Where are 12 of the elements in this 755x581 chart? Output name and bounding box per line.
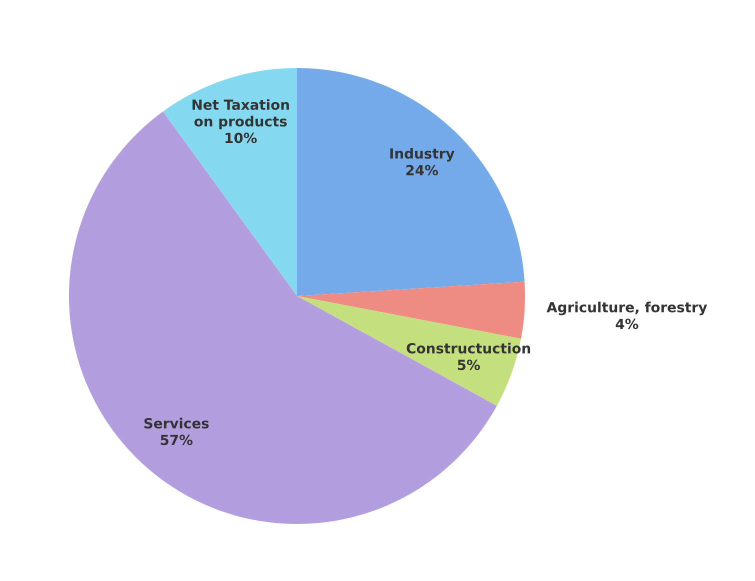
data-label: 57% [160,434,193,446]
data-label: 4% [616,318,638,330]
pie-slice [297,68,525,296]
pie-slice [297,282,525,339]
data-label: 24% [406,164,438,176]
data-label: 10% [226,132,257,144]
pie-slice [162,68,297,296]
slice-label: Agriculture, forestry [546,302,708,316]
slice-label: Net Taxation on products [192,99,289,130]
data-label: 5% [458,360,480,370]
slice-label: Industry [390,148,454,162]
slice-label: Services [144,418,209,429]
